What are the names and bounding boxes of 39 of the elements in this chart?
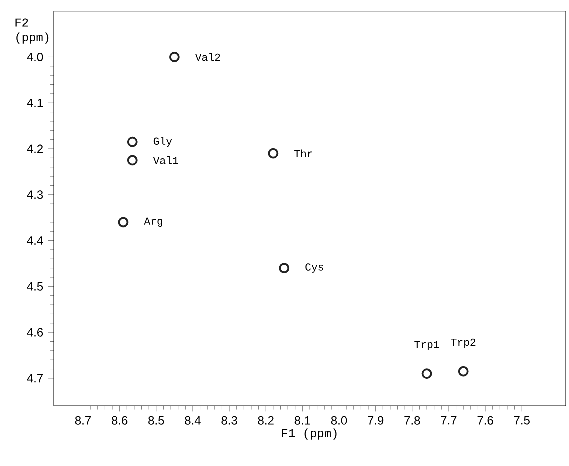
point [458,366,469,377]
x-tick-label: 8.5 [148,416,164,425]
y-tick-label: 4.5 [27,282,44,291]
x-tick-label: 8.4 [185,416,201,425]
x-tick-label: 8.1 [294,416,310,425]
y-tick-label: 4.3 [27,190,44,200]
x-axis-title: F1 (ppm) [282,428,337,440]
annotation: Trp2 [451,338,476,348]
annotation: Val2 [195,53,220,62]
x-tick-label: 8.0 [331,416,348,425]
annotation: Trp1 [414,341,440,350]
point [169,52,180,62]
x-tick-label: 8.7 [75,416,91,425]
annotation: Gly [154,137,172,148]
x-tick-label: 7.9 [368,416,384,425]
annotation: Val1 [153,156,178,164]
y-tick-label: 4.1 [27,98,44,108]
point [422,368,432,380]
y-tick-label: 4.6 [27,328,44,337]
x-tick-label: 7.5 [514,416,530,425]
y-tick-label: 4.7 [27,374,43,383]
point [268,148,279,159]
y-axis-title: F2 (ppm) [16,18,49,44]
y-tick-label: 4.2 [27,144,43,154]
x-tick-label: 8.3 [222,416,238,425]
point [279,263,290,274]
annotation: Cys [306,264,324,273]
y-tick-label: 4.4 [27,236,44,245]
point [127,136,138,148]
x-tick-label: 7.8 [404,416,420,425]
point [127,155,138,166]
x-tick-label: 8.6 [112,416,128,425]
x-tick-label: 7.6 [478,416,494,425]
point [118,217,129,228]
annotation: Thr [294,150,312,158]
x-tick-label: 8.2 [258,416,274,425]
y-tick-label: 4.0 [27,52,44,62]
x-tick-label: 7.7 [441,416,457,425]
annotation: Arg [144,218,162,228]
